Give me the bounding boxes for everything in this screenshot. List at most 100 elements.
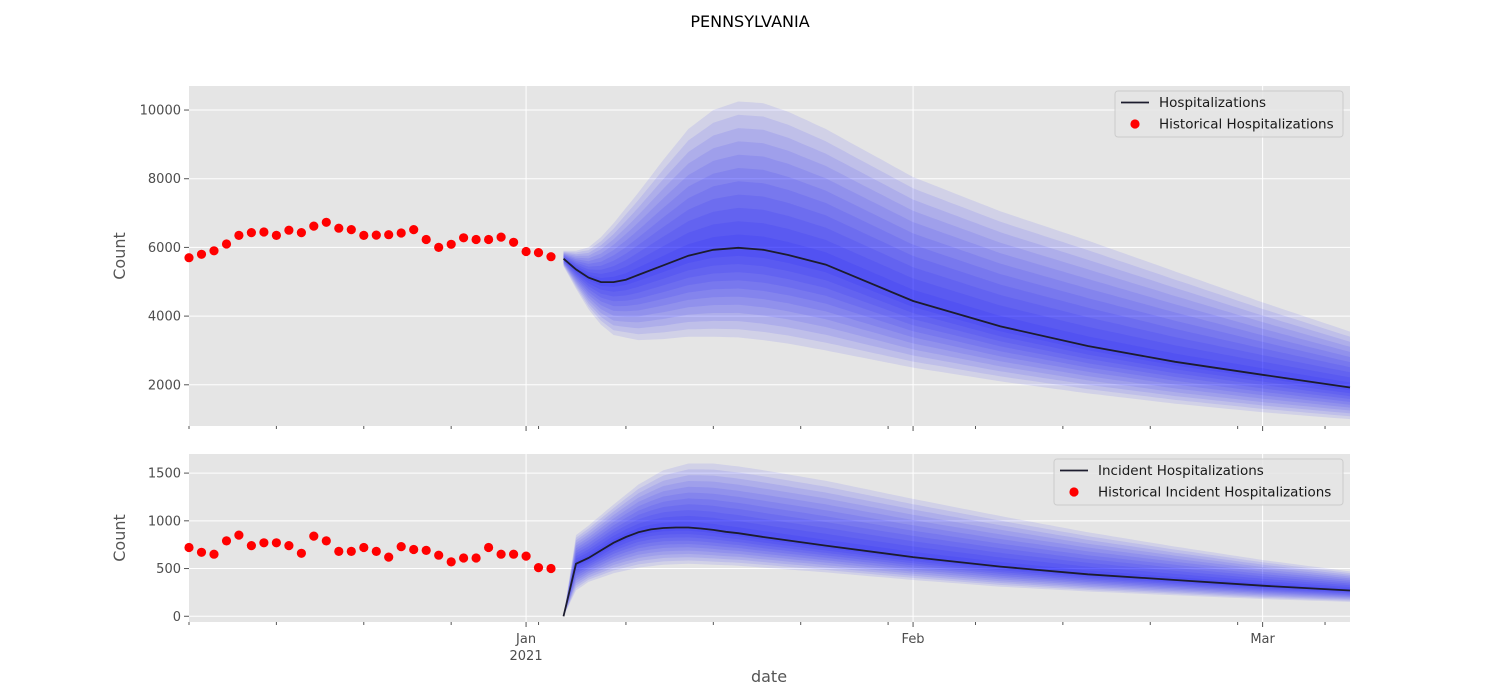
historical-point [334,546,344,557]
historical-point [471,234,481,245]
historical-points [184,530,556,574]
y-tick-label: 2000 [148,378,181,393]
historical-point [209,246,219,256]
historical-point [321,536,331,546]
historical-point [296,228,306,238]
forecast-band-layer [563,504,1350,617]
forecast-band-layer [563,515,1350,617]
x-tick-label: Mar [1250,632,1275,647]
historical-point [546,563,556,574]
historical-point [359,542,369,553]
legend-point-swatch [1130,119,1140,129]
historical-point [533,248,544,258]
historical-point [459,553,469,563]
historical-point [371,546,381,557]
y-tick-label: 8000 [148,172,181,187]
historical-point [346,546,356,557]
y-tick-label: 0 [173,610,181,625]
historical-point [309,221,319,231]
historical-point [409,225,419,235]
legend-point-swatch [1069,487,1079,497]
historical-point [508,237,519,247]
historical-point [346,225,356,235]
forecast-band-layer [563,492,1350,617]
forecast-band-layer [563,221,1350,394]
historical-point [234,230,244,240]
forecast-band-layer [563,101,1350,420]
forecast-band-layer [563,128,1350,414]
forecast-band-layer [563,469,1350,617]
y-tick-label: 4000 [148,310,181,325]
historical-point [309,531,319,541]
legend: Incident Hospitalizations Historical Inci… [1053,458,1344,506]
y-axis-label: Count [110,232,129,280]
forecast-band-layer [563,234,1350,391]
historical-point [371,230,381,240]
historical-point [421,234,431,245]
historical-point [284,541,294,551]
legend: Hospitalizations Historical Hospitalizati… [1114,90,1344,138]
median-line [562,526,1351,617]
forecast-band-layer [563,475,1350,617]
legend-label-historical: Historical Incident Hospitalizations [1098,485,1331,501]
x-tick-label: Feb [902,632,925,647]
historical-point [259,538,269,548]
historical-point [246,541,256,551]
x-tick-sublabel: 2021 [510,649,543,664]
y-tick-label: 6000 [148,241,181,256]
x-axis-label: date [751,667,787,686]
historical-point [421,545,431,556]
forecast-band-layer [563,481,1350,617]
historical-point [271,230,281,240]
historical-point [471,553,481,563]
median-line [562,246,1351,389]
historical-point [446,557,456,567]
historical-point [221,536,232,546]
legend-label-forecast: Incident Hospitalizations [1098,463,1264,479]
historical-points [184,217,556,263]
historical-point [221,239,232,249]
forecast-band-layer [563,194,1350,399]
historical-point [521,246,531,257]
historical-point [496,549,506,559]
historical-point [234,530,244,540]
historical-point [259,227,269,237]
historical-point [384,230,394,240]
plot-area [189,86,1350,426]
legend-label-historical: Historical Hospitalizations [1159,117,1334,133]
historical-point [496,232,506,242]
historical-point [484,234,494,245]
historical-point [334,223,344,233]
x-tick-label: Jan [515,632,536,647]
historical-point [434,242,444,252]
historical-point [396,542,406,552]
forecast-band-layer [563,486,1350,617]
y-tick-label: 1000 [148,514,181,529]
legend-label-forecast: Hospitalizations [1159,95,1266,111]
historical-point [271,538,281,548]
historical-point [296,548,306,558]
historical-point [546,252,556,262]
forecast-band-layer [563,154,1350,408]
historical-point [446,239,456,249]
hospitalizations-panel: 2000 4000 6000 8000 10000 Count Hospitalizatio… [110,86,1351,431]
forecast-band-layer [563,168,1350,405]
forecast-band-layer [563,181,1350,402]
y-tick-label: 1500 [148,467,181,482]
historical-point [184,253,194,263]
forecast-band-layer [563,498,1350,617]
historical-point [384,552,394,562]
legend-box [1053,458,1344,506]
legend-box [1114,90,1344,138]
historical-point [196,547,207,557]
y-axis-label: Count [110,514,129,562]
y-tick-label: 500 [156,562,181,577]
historical-point [196,249,207,259]
historical-point [521,551,531,561]
historical-point [533,563,544,573]
forecast-band-layer [563,207,1350,397]
historical-point [434,550,444,560]
historical-point [484,542,494,553]
incident-hospitalizations-panel: 0 500 1000 1500 Jan 2021 Feb Mar Count Incident H… [110,454,1351,664]
